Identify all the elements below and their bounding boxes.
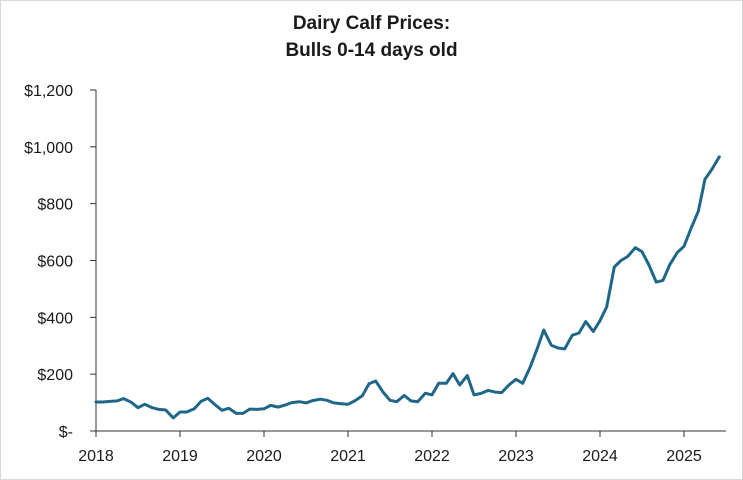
x-tick-label: 2024	[582, 448, 618, 465]
x-axis-labels: 2018 2019 2020 2021 2022 2023 2024 2025	[78, 448, 702, 465]
y-tick-label: $600	[37, 254, 73, 271]
x-tick-label: 2021	[330, 448, 366, 465]
y-tick-label: $400	[37, 310, 73, 327]
x-tick-label: 2023	[498, 448, 534, 465]
y-tick-label: $1,000	[24, 140, 73, 157]
y-tick-label: $-	[59, 424, 73, 441]
y-tick-label: $800	[37, 197, 73, 214]
chart-title: Dairy Calf Prices:	[292, 13, 451, 34]
x-tick-label: 2018	[78, 448, 114, 465]
x-tick-label: 2022	[414, 448, 450, 465]
x-tick-label: 2020	[246, 448, 282, 465]
y-tick-label: $200	[37, 367, 73, 384]
chart-subtitle: Bulls 0-14 days old	[285, 40, 458, 61]
axes	[90, 89, 726, 437]
series-line	[94, 155, 721, 420]
series-lines	[94, 155, 721, 420]
chart-title-block: Dairy Calf Prices: Bulls 0-14 days old	[0, 10, 743, 64]
x-tick-label: 2019	[162, 448, 198, 465]
y-axis-labels: $- $200 $400 $600 $800 $1,000 $1,200	[24, 83, 73, 441]
x-tick-label: 2025	[666, 448, 702, 465]
y-tick-label: $1,200	[24, 83, 73, 100]
